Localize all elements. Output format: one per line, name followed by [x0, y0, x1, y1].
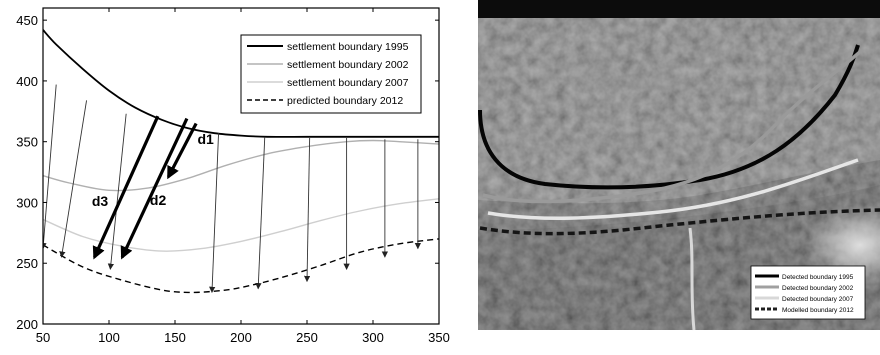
annotation-label-2: d2 [150, 192, 167, 208]
legend-label-2002: settlement boundary 2002 [287, 59, 409, 71]
projection-arrow-6 [303, 138, 311, 283]
road [688, 227, 696, 331]
x-tick-label-100: 100 [98, 330, 120, 345]
axes: 50 100 150 200 250 300 350 200 250 300 350 400 450 [16, 8, 450, 345]
series-line-3 [43, 198, 439, 252]
photo-legend-label-2007: Detected boundary 2007 [782, 296, 854, 303]
detected-boundary-2007-line [487, 158, 859, 221]
detected-boundary-2002-line [482, 48, 864, 204]
x-tick-label-250: 250 [296, 330, 318, 345]
legend-label-1995: settlement boundary 1995 [287, 41, 409, 53]
y-tick-label-450: 450 [16, 13, 38, 28]
series-line-2 [43, 139, 439, 192]
x-tick-label-350: 350 [428, 330, 450, 345]
plot-legend: settlement boundary 1995 settlement boun… [240, 34, 422, 114]
y-tick-label-200: 200 [16, 317, 38, 332]
photo-legend-label-2012: Modelled boundary 2012 [782, 307, 854, 314]
cloud-haze [805, 205, 880, 285]
modelled-boundary-2012-line [479, 208, 880, 236]
photo-legend: Detected boundary 1995 Detected boundary… [750, 265, 866, 320]
projection-arrow-2 [59, 100, 88, 258]
photo-legend-label-1995: Detected boundary 1995 [782, 274, 854, 281]
projection-arrow-1 [43, 84, 57, 250]
photo-legend-label-2002: Detected boundary 2002 [782, 285, 854, 292]
distance-arrow-10 [92, 115, 160, 260]
annotation-label-1: d1 [197, 131, 214, 147]
y-tick-label-300: 300 [16, 195, 38, 210]
distance-arrow-11 [120, 117, 189, 260]
x-tick-label-150: 150 [164, 330, 186, 345]
y-tick-label-400: 400 [16, 74, 38, 89]
projection-arrow-3 [107, 113, 127, 270]
x-tick-label-50: 50 [36, 330, 50, 345]
legend-label-2012: predicted boundary 2012 [287, 95, 403, 107]
projection-arrow-5 [255, 136, 266, 290]
series-line-4 [43, 238, 439, 294]
x-tick-label-200: 200 [230, 330, 252, 345]
boundary-plot: d1 d2 d3 50 100 150 200 250 300 350 200 250 300 350 4… [16, 7, 450, 345]
projection-arrow-4 [209, 133, 220, 294]
y-tick-label-250: 250 [16, 256, 38, 271]
legend-label-2007: settlement boundary 2007 [287, 77, 409, 89]
x-tick-label-300: 300 [362, 330, 384, 345]
distance-arrow-12 [166, 122, 198, 180]
photo-top-band [478, 0, 880, 18]
aerial-photo: Detected boundary 1995 Detected boundary… [478, 0, 880, 331]
series-line-1 [43, 29, 439, 138]
annotation-label-3: d3 [92, 193, 109, 209]
y-tick-label-350: 350 [16, 135, 38, 150]
